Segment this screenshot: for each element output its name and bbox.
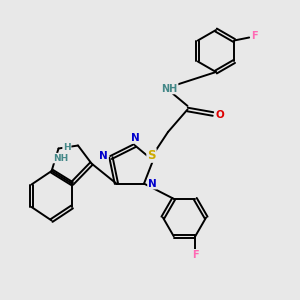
Text: S: S xyxy=(147,149,156,162)
Text: N: N xyxy=(148,178,157,189)
Text: O: O xyxy=(215,110,224,121)
Text: NH: NH xyxy=(53,154,68,163)
Text: N: N xyxy=(131,133,140,143)
Text: N: N xyxy=(99,151,108,161)
Text: H: H xyxy=(63,143,71,152)
Text: F: F xyxy=(251,31,258,41)
Text: F: F xyxy=(192,250,199,260)
Text: NH: NH xyxy=(161,83,178,94)
